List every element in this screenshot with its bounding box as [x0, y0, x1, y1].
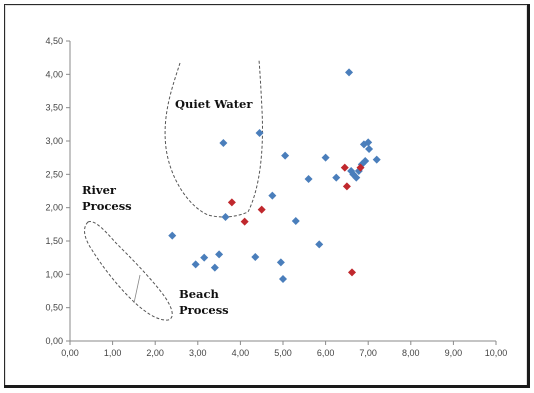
data-point-blue [315, 240, 324, 249]
data-point-blue [365, 145, 374, 153]
data-point-blue [215, 250, 224, 259]
data-point-blue [372, 155, 381, 164]
data-point-blue [281, 151, 290, 160]
y-tick-label: 1,50 [45, 236, 63, 246]
river-process-line1: River [82, 183, 117, 197]
data-point-red [240, 217, 249, 226]
x-tick-label: 9,00 [445, 348, 463, 358]
x-tick-label: 5,00 [274, 348, 292, 358]
data-point-blue [364, 138, 373, 147]
region-divider [133, 274, 141, 304]
data-point-blue [361, 157, 370, 165]
data-point-blue [255, 129, 264, 137]
data-points [168, 68, 381, 283]
x-tick-label: 2,00 [146, 348, 164, 358]
y-tick-label: 2,00 [45, 203, 63, 213]
data-point-blue [191, 260, 200, 269]
data-point-blue [345, 68, 354, 77]
data-point-blue [268, 191, 277, 200]
chart-frame [4, 4, 528, 387]
data-point-red [340, 163, 349, 172]
data-point-blue [279, 275, 287, 283]
data-point-blue [321, 153, 330, 162]
data-point-red [227, 198, 236, 207]
quiet-water-label: Quiet Water [175, 97, 253, 111]
y-tick-label: 2,50 [45, 169, 63, 179]
y-tick-label: 3,00 [45, 136, 63, 146]
data-point-blue [200, 253, 209, 262]
data-point-red [356, 163, 365, 172]
x-tick-label: 4,00 [232, 348, 250, 358]
river-process-label: River Process [82, 183, 132, 213]
data-point-red [348, 268, 357, 277]
data-point-blue [210, 263, 219, 272]
x-tick-label: 3,00 [189, 348, 207, 358]
beach-process-line2: Process [179, 303, 229, 317]
x-tick-label: 8,00 [402, 348, 420, 358]
y-tick-label: 0,00 [45, 336, 63, 346]
frame-shadow-bottom [4, 385, 530, 388]
x-tick-label: 7,00 [359, 348, 377, 358]
river-process-region [84, 221, 173, 321]
x-tick-label: 10,00 [485, 348, 508, 358]
y-tick-label: 0,50 [45, 303, 63, 313]
data-point-blue [221, 213, 230, 221]
beach-process-line1: Beach [179, 287, 219, 301]
axes: 0,00 0,50 1,00 1,50 2,00 2,50 3,00 3,50 4,00 4,50… [45, 36, 507, 358]
data-point-blue [219, 139, 228, 147]
data-point-blue [304, 175, 313, 183]
quiet-water-region [164, 59, 263, 218]
data-point-red [342, 182, 351, 191]
x-tick-label: 6,00 [317, 348, 335, 358]
y-tick-label: 4,50 [45, 36, 63, 46]
data-point-blue [276, 258, 285, 267]
y-tick-label: 3,50 [45, 103, 63, 113]
data-point-red [257, 205, 266, 214]
data-point-blue [251, 253, 260, 261]
data-point-blue [168, 231, 177, 240]
frame-shadow-right [527, 4, 530, 387]
y-tick-label: 1,00 [45, 269, 63, 279]
beach-process-label: Beach Process [179, 287, 229, 317]
data-point-blue [291, 217, 300, 225]
data-point-blue [352, 173, 361, 182]
river-process-line2: Process [82, 199, 132, 213]
x-tick-label: 1,00 [104, 348, 122, 358]
data-point-blue [332, 173, 341, 182]
y-tick-label: 4,00 [45, 69, 63, 79]
x-tick-label: 0,00 [61, 348, 79, 358]
annotations: Quiet Water River Process Beach Process [82, 97, 253, 317]
